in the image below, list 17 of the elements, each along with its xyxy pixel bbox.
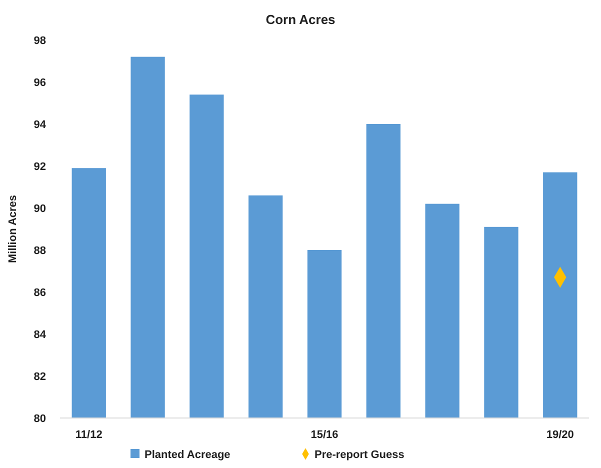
y-tick-label: 82 [34, 370, 46, 383]
legend-label: Pre-report Guess [314, 449, 404, 461]
y-tick-label: 80 [34, 412, 46, 425]
y-tick-label: 88 [34, 244, 46, 257]
y-tick-label: 92 [34, 160, 46, 173]
y-tick-label: 96 [34, 76, 46, 89]
y-tick-label: 86 [34, 286, 46, 299]
x-tick-label: 15/16 [310, 429, 338, 441]
y-axis-title: Million Acres [7, 194, 19, 264]
y-tick-label: 90 [34, 202, 46, 215]
legend-label: Planted Acreage [144, 449, 230, 461]
x-tick-label: 11/12 [75, 429, 102, 441]
chart-title: Corn Acres [266, 12, 336, 27]
x-tick-label: 19/20 [546, 429, 574, 441]
y-tick-label: 98 [34, 34, 46, 47]
y-tick-label: 84 [34, 328, 47, 341]
y-tick-label: 94 [34, 118, 47, 131]
